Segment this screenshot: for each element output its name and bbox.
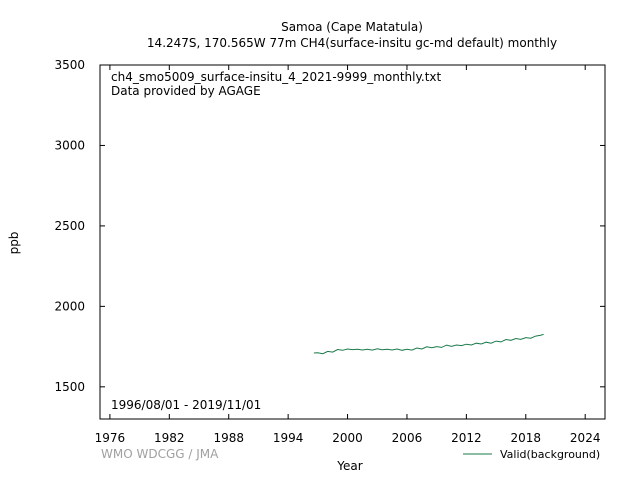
x-tick-label: 1988 (213, 431, 244, 445)
date-range-annotation: 1996/08/01 - 2019/11/01 (111, 398, 261, 412)
x-axis-ticks: 1976 1982 1988 1994 2000 2006 2012 2018 2024 (95, 65, 601, 445)
y-axis-label: ppb (7, 232, 21, 255)
chart-title-line2: 14.247S, 170.565W 77m CH4(surface-insitu… (147, 36, 557, 50)
filename-annotation: ch4_smo5009_surface-insitu_4_2021-9999_m… (111, 70, 442, 84)
y-tick-label: 2500 (54, 219, 85, 233)
y-axis-ticks: 1500 2000 2500 3000 3500 (54, 58, 605, 394)
x-tick-label: 2006 (392, 431, 423, 445)
y-tick-label: 3000 (54, 138, 85, 152)
x-axis-label: Year (336, 459, 362, 473)
credit-text: WMO WDCGG / JMA (101, 447, 219, 461)
legend: Valid(background) (463, 448, 600, 461)
x-tick-label: 2018 (511, 431, 542, 445)
series-layer (313, 333, 544, 355)
chart-title-line1: Samoa (Cape Matatula) (281, 20, 423, 34)
y-tick-label: 2000 (54, 299, 85, 313)
x-tick-label: 1982 (154, 431, 185, 445)
y-tick-label: 1500 (54, 380, 85, 394)
x-tick-label: 2024 (570, 431, 601, 445)
plot-frame (99, 64, 606, 420)
x-tick-label: 2012 (451, 431, 482, 445)
y-tick-label: 3500 (54, 58, 85, 72)
legend-label: Valid(background) (500, 448, 600, 461)
x-tick-label: 1976 (95, 431, 126, 445)
x-tick-label: 2000 (332, 431, 363, 445)
x-tick-label: 1994 (273, 431, 304, 445)
provider-annotation: Data provided by AGAGE (111, 84, 261, 98)
series-line (313, 333, 544, 355)
